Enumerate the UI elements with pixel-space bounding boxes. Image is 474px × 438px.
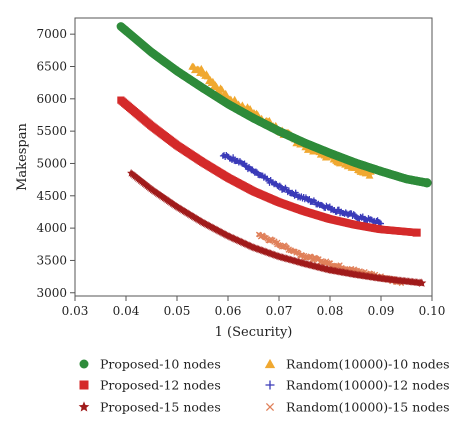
legend-label: Proposed-12 nodes	[100, 378, 221, 393]
data-point	[217, 85, 226, 93]
legend-marker	[265, 402, 275, 412]
legend-label: Proposed-15 nodes	[100, 400, 221, 415]
series-2-points	[127, 168, 427, 287]
legend-label: Random(10000)-12 nodes	[286, 378, 450, 393]
y-tick-label: 4000	[36, 221, 67, 235]
x-tick-label: 0.09	[368, 304, 395, 318]
legend-marker	[79, 380, 89, 390]
legend-item: Proposed-15 nodes	[78, 400, 221, 415]
x-axis-title: 1 (Security)	[215, 325, 293, 340]
y-axis-title: Makespan	[15, 122, 30, 190]
x-tick-label: 0.10	[419, 304, 446, 318]
data-point	[365, 171, 374, 179]
legend-label: Random(10000)-15 nodes	[286, 400, 450, 415]
x-tick-label: 0.05	[164, 304, 191, 318]
legend-item: Proposed-10 nodes	[79, 357, 221, 372]
axes-layer: 0.03 0.04 0.05 0.06 0.07 0.08 0.09 0.10 3000 3500…	[36, 27, 445, 318]
y-tick-label: 3500	[36, 253, 67, 267]
x-tick-label: 0.08	[317, 304, 344, 318]
legend-marker	[264, 358, 276, 369]
legend-item: Proposed-12 nodes	[79, 378, 221, 393]
y-tick-label: 4500	[36, 189, 67, 203]
legend-label: Random(10000)-10 nodes	[286, 357, 450, 372]
legend-item: Random(10000)-12 nodes	[265, 378, 450, 393]
legend-marker	[265, 380, 275, 390]
data-point	[230, 154, 237, 161]
y-tick-label: 5000	[36, 156, 67, 170]
x-tick-label: 0.03	[62, 304, 89, 318]
y-tick-label: 7000	[36, 27, 67, 41]
data-point	[276, 182, 283, 189]
legend-item: Random(10000)-15 nodes	[265, 400, 450, 415]
data-points-layer	[116, 22, 432, 287]
series-1-points	[117, 96, 421, 237]
legend-marker	[79, 359, 89, 369]
data-point	[221, 89, 230, 97]
x-tick-label: 0.04	[113, 304, 140, 318]
data-point	[252, 168, 259, 175]
y-tick-label: 6500	[36, 59, 67, 73]
data-point	[417, 278, 427, 287]
legend: Proposed-10 nodes Proposed-12 nodes Propos…	[78, 357, 450, 415]
data-point	[412, 228, 421, 237]
series-4-points	[219, 152, 384, 227]
data-point	[422, 178, 432, 188]
y-tick-label: 6000	[36, 92, 67, 106]
x-tick-label: 0.06	[215, 304, 242, 318]
plot-frame	[74, 17, 433, 297]
x-tick-label: 0.07	[266, 304, 293, 318]
legend-marker	[78, 401, 90, 412]
legend-item: Random(10000)-10 nodes	[264, 357, 450, 372]
series-0-points	[116, 22, 432, 188]
y-tick-label: 3000	[36, 286, 67, 300]
legend-label: Proposed-10 nodes	[100, 357, 221, 372]
y-tick-label: 5500	[36, 124, 67, 138]
data-point	[242, 162, 249, 169]
